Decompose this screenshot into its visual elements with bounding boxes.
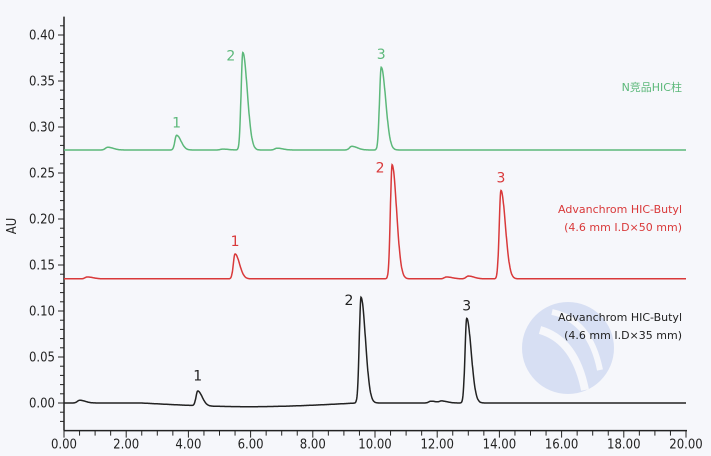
x-tick-label: 6.00: [238, 438, 264, 453]
peak-label: 3: [496, 170, 505, 186]
x-tick-label: 14.00: [483, 438, 516, 453]
x-tick-label: 18.00: [607, 438, 640, 453]
peak-label: 2: [376, 161, 385, 177]
traces: [64, 51, 686, 408]
peak-label: 3: [377, 47, 386, 63]
y-tick-label: 0.00: [29, 397, 55, 412]
peak-label: 2: [345, 293, 354, 309]
legend-entry: Advanchrom HIC-Butyl: [558, 203, 682, 216]
peak-label: 3: [462, 298, 471, 314]
series-line-1: [64, 51, 686, 151]
legend-entry: (4.6 mm I.D×35 mm): [564, 329, 682, 342]
x-tick-label: 10.00: [358, 438, 391, 453]
peak-label: 1: [231, 234, 240, 250]
x-tick-label: 20.00: [669, 438, 702, 453]
y-tick-label: 0.30: [29, 121, 55, 136]
series-line-3: [64, 295, 686, 408]
legend-entry: N竞品HIC柱: [622, 80, 682, 94]
x-tick-label: 16.00: [545, 438, 578, 453]
x-tick-label: 8.00: [300, 438, 326, 453]
y-tick-label: 0.05: [29, 351, 55, 366]
series-line-2: [64, 163, 686, 280]
x-tick-label: 12.00: [420, 438, 453, 453]
axes: 0.00 0.05 0.10 0.15 0.20 0.25 0.30 0.35 0.40 0.00…: [29, 16, 703, 453]
watermark-logo: [522, 302, 614, 394]
y-tick-label: 0.35: [29, 75, 55, 90]
x-tick-label: 4.00: [175, 438, 201, 453]
y-tick-label: 0.15: [29, 259, 55, 274]
labels: 1 2 3 N竞品HIC柱 1 2 3 Advanchrom HIC-Butyl (4.6 mm…: [172, 47, 682, 384]
peak-label: 1: [193, 368, 202, 384]
legend-entry: (4.6 mm I.D×50 mm): [564, 221, 682, 234]
y-tick-label: 0.25: [29, 167, 55, 182]
y-axis-label: AU: [5, 218, 20, 235]
x-tick-label: 2.00: [113, 438, 139, 453]
x-tick-label: 0.00: [51, 438, 77, 453]
y-tick-label: 0.40: [29, 29, 55, 44]
y-tick-label: 0.20: [29, 213, 55, 228]
peak-label: 2: [226, 48, 235, 64]
y-tick-label: 0.10: [29, 305, 55, 320]
peak-label: 1: [172, 115, 181, 131]
legend-entry: Advanchrom HIC-Butyl: [558, 311, 682, 324]
